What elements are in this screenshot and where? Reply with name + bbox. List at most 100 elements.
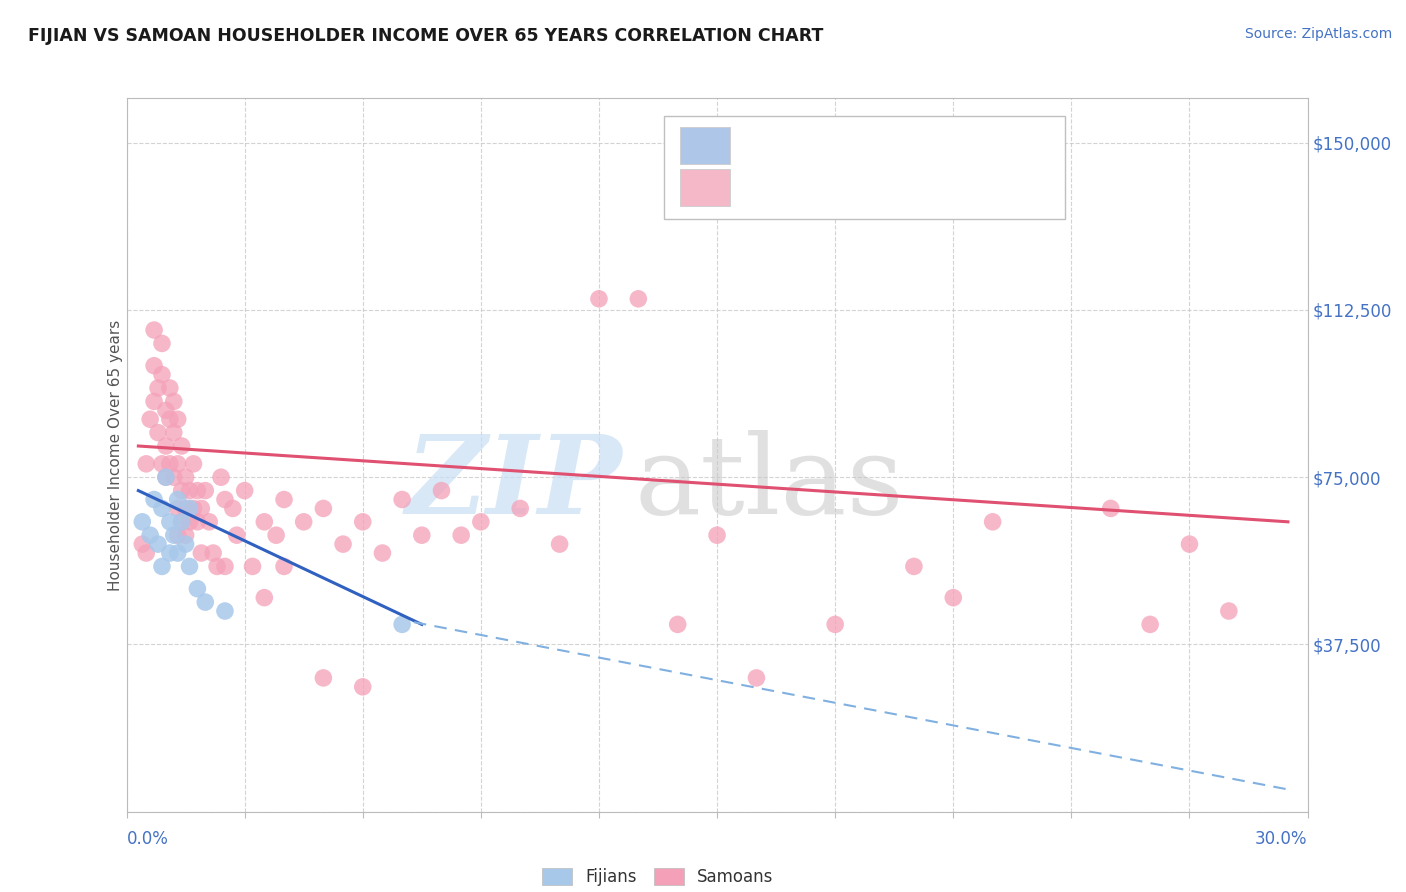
Point xyxy=(163,394,186,409)
Point xyxy=(179,483,201,498)
Point xyxy=(166,412,188,426)
Point xyxy=(190,501,212,516)
Point xyxy=(163,528,186,542)
Point xyxy=(179,501,201,516)
Point xyxy=(745,671,768,685)
Point xyxy=(179,559,201,574)
Point xyxy=(186,515,208,529)
Point xyxy=(214,559,236,574)
Point xyxy=(139,528,162,542)
Point xyxy=(273,559,295,574)
Point xyxy=(170,515,193,529)
Point xyxy=(509,501,531,516)
Point xyxy=(253,591,276,605)
FancyBboxPatch shape xyxy=(664,116,1066,219)
Point xyxy=(150,501,173,516)
Point xyxy=(143,394,166,409)
Point xyxy=(155,470,177,484)
Point xyxy=(209,470,232,484)
Point xyxy=(352,515,374,529)
Point xyxy=(352,680,374,694)
Point xyxy=(214,492,236,507)
Point xyxy=(186,582,208,596)
Point xyxy=(253,515,276,529)
Point xyxy=(1178,537,1201,551)
Point xyxy=(150,457,173,471)
Point xyxy=(131,537,153,551)
Point xyxy=(264,528,287,542)
Point xyxy=(411,528,433,542)
Point xyxy=(1099,501,1122,516)
Point xyxy=(391,617,413,632)
Point xyxy=(166,501,188,516)
Point xyxy=(225,528,247,542)
Text: Source: ZipAtlas.com: Source: ZipAtlas.com xyxy=(1244,27,1392,41)
Point xyxy=(1139,617,1161,632)
Point xyxy=(312,501,335,516)
Point xyxy=(155,470,177,484)
Point xyxy=(166,528,188,542)
Point xyxy=(371,546,394,560)
Point xyxy=(824,617,846,632)
Point xyxy=(159,546,181,560)
Point xyxy=(1218,604,1240,618)
Point xyxy=(174,537,197,551)
Point xyxy=(159,457,181,471)
Point xyxy=(194,595,217,609)
Text: FIJIAN VS SAMOAN HOUSEHOLDER INCOME OVER 65 YEARS CORRELATION CHART: FIJIAN VS SAMOAN HOUSEHOLDER INCOME OVER… xyxy=(28,27,824,45)
Point xyxy=(163,470,186,484)
Point xyxy=(627,292,650,306)
Point xyxy=(150,559,173,574)
Point xyxy=(135,546,157,560)
Point xyxy=(146,425,169,440)
Text: R = -0.581   N = 20: R = -0.581 N = 20 xyxy=(751,137,928,155)
Point xyxy=(588,292,610,306)
Point xyxy=(150,368,173,382)
Point xyxy=(150,336,173,351)
Point xyxy=(942,591,965,605)
Point xyxy=(179,515,201,529)
Point xyxy=(135,457,157,471)
Y-axis label: Householder Income Over 65 years: Householder Income Over 65 years xyxy=(108,319,122,591)
Point xyxy=(292,515,315,529)
Point xyxy=(186,483,208,498)
Point xyxy=(131,515,153,529)
Point xyxy=(706,528,728,542)
Point xyxy=(170,483,193,498)
Point xyxy=(430,483,453,498)
Point xyxy=(159,381,181,395)
FancyBboxPatch shape xyxy=(681,169,730,206)
Point xyxy=(194,483,217,498)
Point xyxy=(332,537,354,551)
Point xyxy=(981,515,1004,529)
Legend: Fijians, Samoans: Fijians, Samoans xyxy=(536,861,780,892)
Point xyxy=(242,559,264,574)
Text: 30.0%: 30.0% xyxy=(1256,830,1308,847)
Point xyxy=(470,515,492,529)
Point xyxy=(146,381,169,395)
Text: 0.0%: 0.0% xyxy=(127,830,169,847)
Point xyxy=(312,671,335,685)
Point xyxy=(143,492,166,507)
Text: R = -0.168   N = 82: R = -0.168 N = 82 xyxy=(751,178,928,196)
Text: ZIP: ZIP xyxy=(406,430,623,537)
Point xyxy=(391,492,413,507)
Point xyxy=(155,439,177,453)
Point xyxy=(166,492,188,507)
Point xyxy=(174,528,197,542)
Point xyxy=(139,412,162,426)
Point xyxy=(159,515,181,529)
Point xyxy=(273,492,295,507)
Point xyxy=(166,546,188,560)
Point xyxy=(233,483,256,498)
Point xyxy=(450,528,472,542)
Point xyxy=(159,412,181,426)
Point xyxy=(174,470,197,484)
Point xyxy=(214,604,236,618)
Point xyxy=(183,501,205,516)
Point xyxy=(170,515,193,529)
Text: atlas: atlas xyxy=(634,430,904,537)
Point xyxy=(170,439,193,453)
Point xyxy=(143,359,166,373)
FancyBboxPatch shape xyxy=(681,128,730,164)
